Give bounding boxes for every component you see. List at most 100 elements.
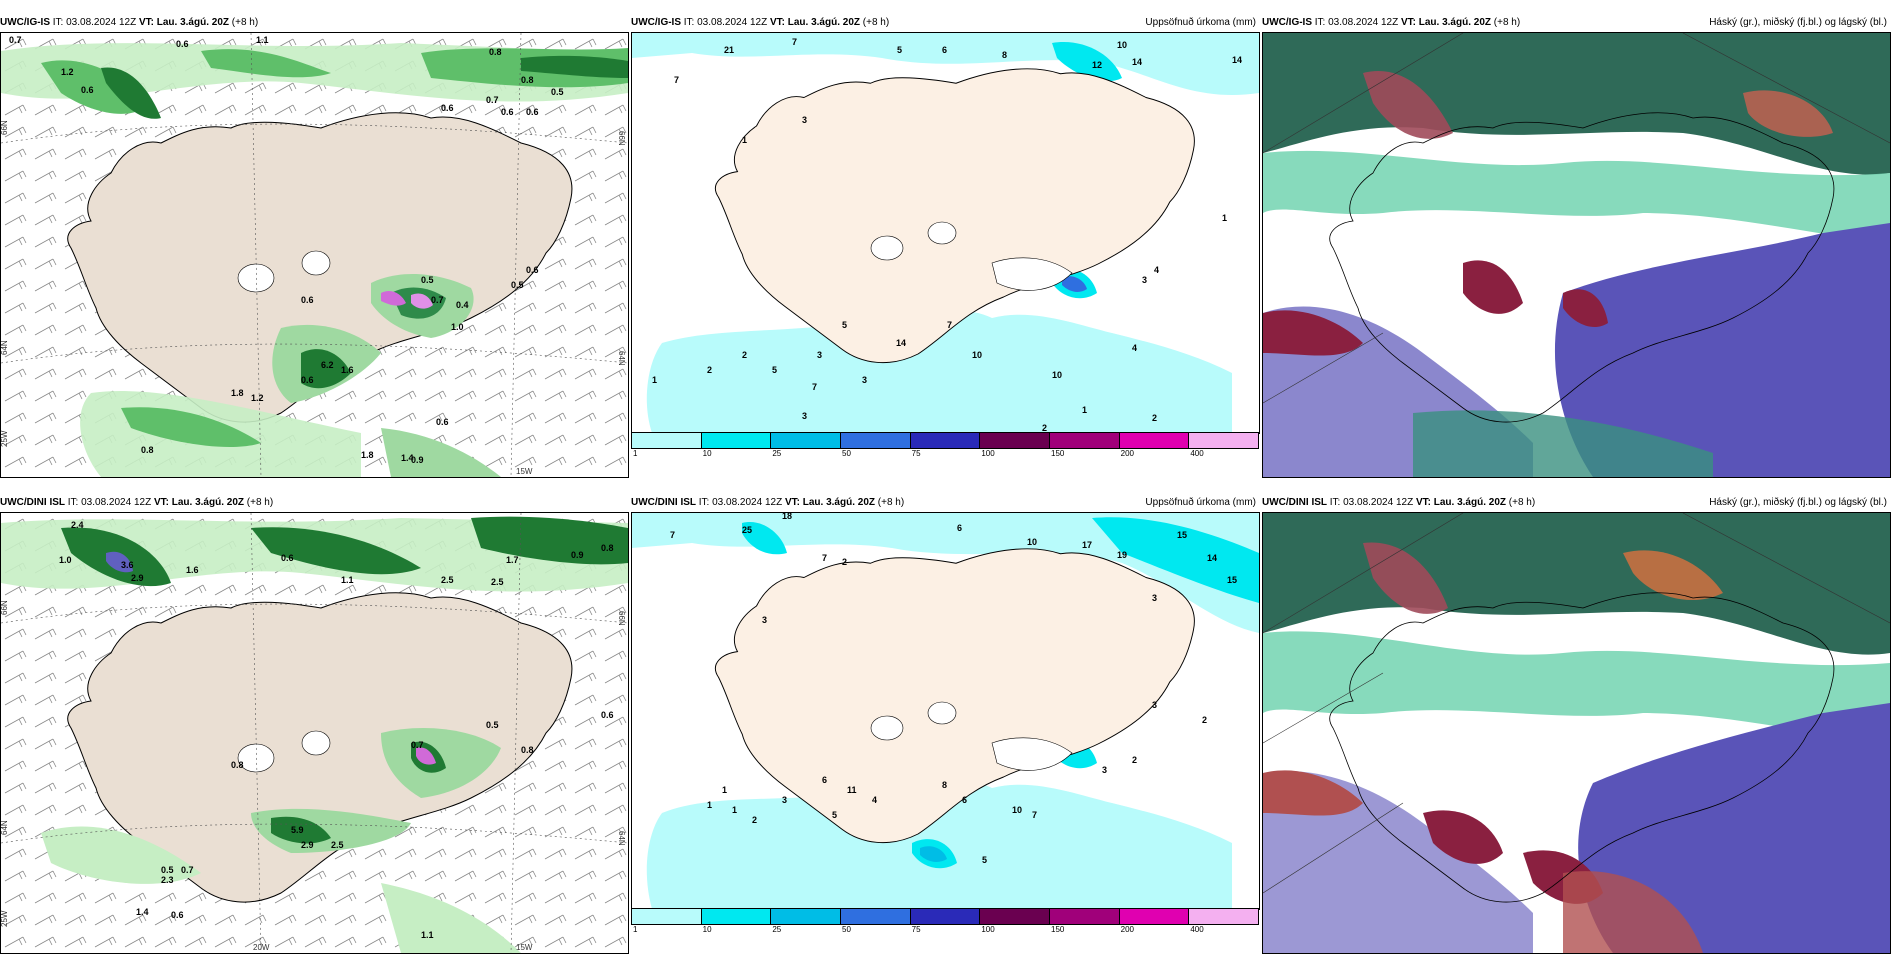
lat-tick-64-right: 64N: [617, 351, 626, 366]
panel-wind-dini: UWC/DINI ISL IT: 03.08.2024 12Z VT: Lau.…: [0, 494, 629, 958]
contour-label: 0.5: [551, 87, 564, 97]
contour-label: 15: [1227, 575, 1237, 585]
lon-tick-15: 15W: [516, 467, 533, 476]
panel-header: UWC/DINI ISL IT: 03.08.2024 12Z VT: Lau.…: [1262, 494, 1891, 512]
lead-time: (+8 h): [231, 17, 259, 28]
contour-label: 1: [732, 805, 737, 815]
valid-time-label: VT:: [1400, 17, 1416, 28]
lat-tick-66-right: 66N: [617, 131, 626, 146]
valid-time-label: VT:: [1415, 497, 1431, 508]
contour-label: 0.6: [301, 375, 314, 385]
contour-label: 2: [1152, 413, 1157, 423]
precip-colorbar: 1 10 25 50 75 100 150 200 400: [631, 908, 1260, 934]
contour-label: 8: [1002, 50, 1007, 60]
colorbar-label: 10: [702, 925, 712, 934]
contour-label: 4: [1132, 343, 1137, 353]
contour-label: 1.1: [256, 35, 269, 45]
wind-map: 66N 64N 66N 64N 25W 20W 15W 2.4 1.0 3.6 2.9…: [0, 512, 629, 954]
colorbar-label: 200: [1120, 449, 1135, 458]
colorbar-swatch: [909, 432, 981, 449]
panel-header: UWC/IG-IS IT: 03.08.2024 12Z VT: Lau. 3.…: [631, 14, 1260, 32]
contour-label: 3: [1102, 765, 1107, 775]
contour-label: 2: [1202, 715, 1207, 725]
contour-label: 25: [742, 525, 752, 535]
valid-time-label: VT:: [769, 17, 785, 28]
contour-label: 2.9: [301, 840, 314, 850]
colorbar-swatch: [909, 908, 981, 925]
lead-time: (+8 h): [877, 497, 905, 508]
precip-map: 7 25 18 7 2 6 10 17 19 15 14 15 3 3 3 2 1 1 2 3 6 5 11 4 8 6 10 7 2 3…: [631, 512, 1260, 910]
precip-map: 7 21 7 5 6 8 10 12 14 14 3 1 1 4 3 7 5 3 2 2 7 14 10 10 4 1 2 3 1 3 2 5: [631, 32, 1260, 434]
contour-label: 2: [742, 350, 747, 360]
contour-label: 0.7: [9, 35, 22, 45]
contour-label: 3: [862, 375, 867, 385]
wind-map: 66N 64N 66N 64N 25W 15W 0.7 0.6 1.2 0.6 1.1 0…: [0, 32, 629, 478]
contour-label: 0.8: [521, 75, 534, 85]
contour-label: 1: [707, 800, 712, 810]
colorbar-swatch: [770, 908, 841, 925]
contour-label: 10: [1027, 537, 1037, 547]
contour-label: 7: [822, 553, 827, 563]
contour-label: 1.1: [421, 930, 434, 940]
contour-label: 0.6: [526, 265, 539, 275]
lat-tick-64: 64N: [1, 820, 9, 835]
contour-label: 6: [962, 795, 967, 805]
colorbar-label: 100: [981, 925, 995, 934]
contour-label: 1.4: [136, 907, 149, 917]
valid-time-label: VT:: [153, 497, 169, 508]
lon-tick-25: 25W: [1, 430, 9, 447]
contour-label: 10: [1052, 370, 1062, 380]
contour-label: 14: [1232, 55, 1242, 65]
lat-tick-66: 66N: [1, 600, 9, 615]
contour-label: 6: [957, 523, 962, 533]
contour-label: 6: [822, 775, 827, 785]
init-time: IT: 03.08.2024 12Z: [52, 17, 137, 28]
colorbar-label: 100: [981, 449, 995, 458]
contour-label: 12: [1092, 60, 1102, 70]
valid-time: Lau. 3.ágú. 20Z: [1433, 497, 1506, 508]
contour-label: 0.6: [176, 39, 189, 49]
contour-label: 3: [1142, 275, 1147, 285]
colorbar-label: 50: [842, 449, 851, 458]
contour-label: 2.5: [331, 840, 344, 850]
contour-label: 14: [1132, 57, 1142, 67]
precip-colorbar: 1 10 25 50 75 100 150 200 400: [631, 432, 1260, 458]
contour-label: 5.9: [291, 825, 304, 835]
contour-label: 2: [752, 815, 757, 825]
contour-label: 0.8: [601, 543, 614, 553]
contour-label: 10: [972, 350, 982, 360]
colorbar-swatch: [770, 432, 841, 449]
colorbar-swatch: [631, 908, 702, 925]
contour-label: 4: [872, 795, 877, 805]
contour-label: 1.8: [361, 450, 374, 460]
contour-label: 3: [1152, 593, 1157, 603]
field-title: Háský (gr.), miðský (fj.bl.) og lágský (…: [1709, 17, 1887, 28]
contour-label: 2.3: [161, 875, 174, 885]
model-name: UWC/IG-IS: [631, 17, 681, 28]
contour-label: 1.6: [186, 565, 199, 575]
contour-label: 10: [1012, 805, 1022, 815]
lat-tick-66: 66N: [1, 120, 9, 135]
valid-time: Lau. 3.ágú. 20Z: [156, 17, 229, 28]
contour-label: 0.5: [511, 280, 524, 290]
contour-label: 0.5: [421, 275, 434, 285]
contour-label: 2.4: [71, 520, 84, 530]
contour-label: 2.9: [131, 573, 144, 583]
colorbar-label: 400: [1190, 925, 1204, 934]
lat-tick-64-right: 64N: [617, 831, 626, 846]
field-title: Háský (gr.), miðský (fj.bl.) og lágský (…: [1709, 497, 1887, 508]
panel-precip-igis: UWC/IG-IS IT: 03.08.2024 12Z VT: Lau. 3.…: [631, 14, 1260, 478]
contour-label: 0.6: [81, 85, 94, 95]
init-time: IT: 03.08.2024 12Z: [1329, 497, 1414, 508]
colorbar-label: 75: [911, 449, 921, 458]
panel-header: UWC/IG-IS IT: 03.08.2024 12Z VT: Lau. 3.…: [1262, 14, 1891, 32]
panel-clouds-igis: UWC/IG-IS IT: 03.08.2024 12Z VT: Lau. 3.…: [1262, 14, 1891, 478]
contour-label: 1: [652, 375, 657, 385]
contour-label: 2.5: [441, 575, 454, 585]
contour-label: 0.5: [161, 865, 174, 875]
contour-label: 15: [1177, 530, 1187, 540]
model-name: UWC/DINI ISL: [1262, 497, 1327, 508]
colorbar-swatch: [700, 432, 772, 449]
colorbar-swatch: [1188, 432, 1259, 449]
contour-label: 3: [782, 795, 787, 805]
